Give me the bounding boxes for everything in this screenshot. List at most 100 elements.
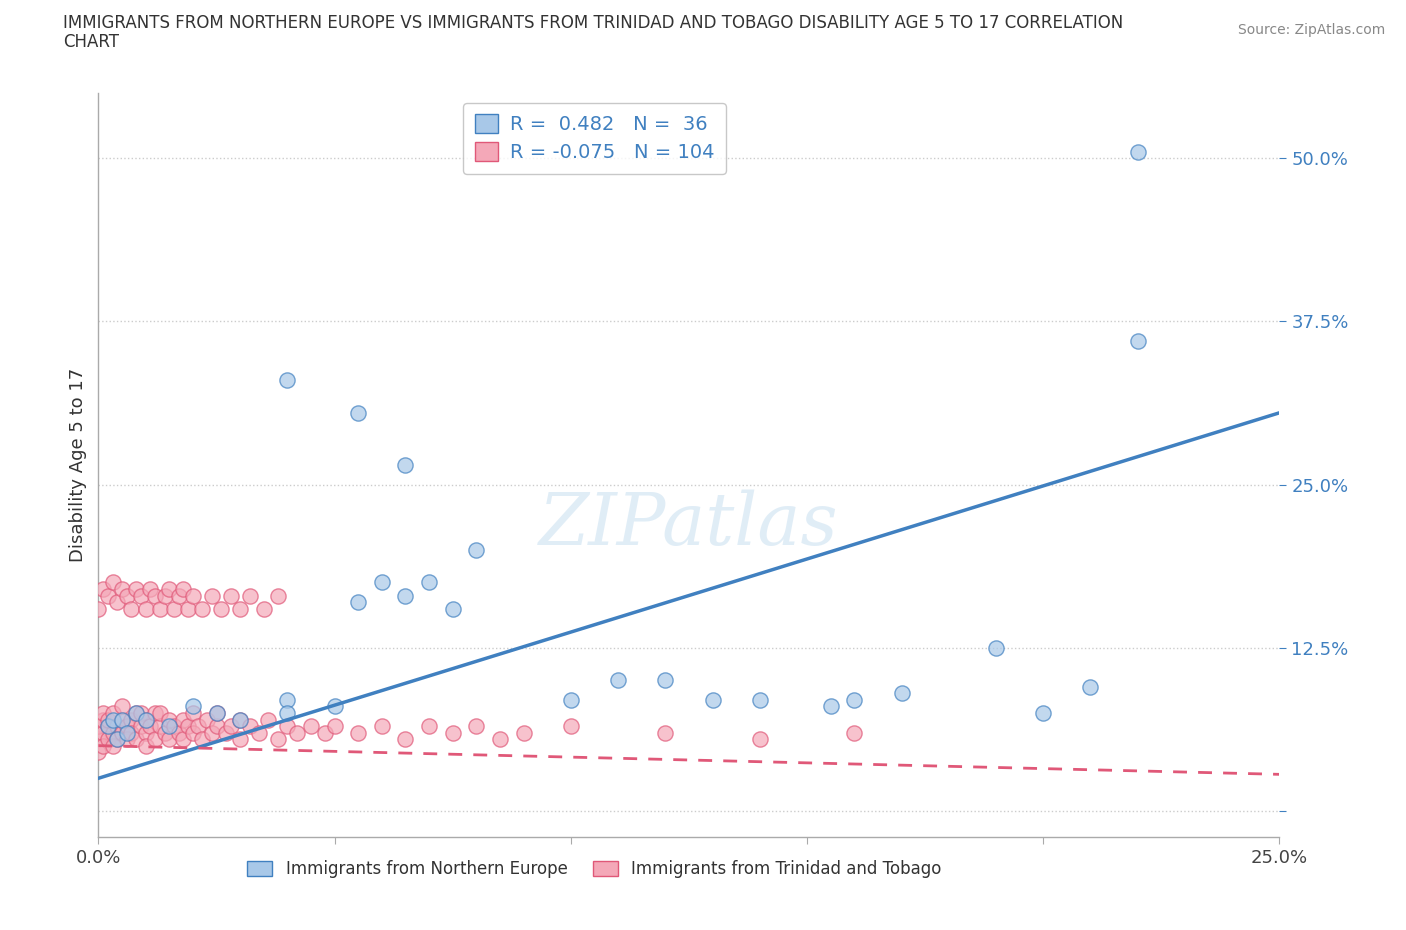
- Legend: Immigrants from Northern Europe, Immigrants from Trinidad and Tobago: Immigrants from Northern Europe, Immigra…: [240, 853, 948, 884]
- Point: [125, 706, 148, 721]
- Point: [91, 725, 114, 740]
- Text: Source: ZipAtlas.com: Source: ZipAtlas.com: [1237, 23, 1385, 37]
- Point: [347, 594, 370, 609]
- Point: [91, 712, 114, 727]
- Point: [87, 745, 110, 760]
- Point: [239, 719, 262, 734]
- Point: [347, 725, 370, 740]
- Point: [187, 719, 209, 734]
- Point: [149, 706, 172, 721]
- Point: [181, 588, 204, 603]
- Point: [129, 706, 152, 721]
- Point: [115, 732, 138, 747]
- Point: [105, 732, 128, 747]
- Point: [153, 588, 176, 603]
- Point: [111, 712, 134, 727]
- Point: [143, 732, 166, 747]
- Point: [1126, 144, 1149, 159]
- Point: [394, 732, 416, 747]
- Point: [229, 601, 252, 616]
- Point: [181, 699, 204, 714]
- Point: [153, 725, 176, 740]
- Point: [149, 601, 172, 616]
- Point: [257, 712, 280, 727]
- Point: [97, 719, 120, 734]
- Text: IMMIGRANTS FROM NORTHERN EUROPE VS IMMIGRANTS FROM TRINIDAD AND TOBAGO DISABILIT: IMMIGRANTS FROM NORTHERN EUROPE VS IMMIG…: [63, 14, 1123, 32]
- Point: [560, 719, 582, 734]
- Point: [748, 693, 770, 708]
- Point: [820, 699, 842, 714]
- Point: [607, 673, 630, 688]
- Point: [172, 581, 194, 596]
- Point: [205, 719, 228, 734]
- Point: [157, 581, 180, 596]
- Point: [125, 581, 148, 596]
- Point: [489, 732, 512, 747]
- Point: [129, 719, 152, 734]
- Point: [267, 588, 290, 603]
- Point: [135, 601, 157, 616]
- Point: [465, 719, 488, 734]
- Point: [101, 706, 124, 721]
- Point: [276, 373, 298, 388]
- Point: [91, 738, 114, 753]
- Point: [702, 693, 724, 708]
- Point: [101, 712, 124, 727]
- Point: [276, 693, 298, 708]
- Point: [111, 725, 134, 740]
- Point: [111, 712, 134, 727]
- Point: [157, 712, 180, 727]
- Point: [1080, 680, 1102, 695]
- Point: [465, 542, 488, 557]
- Point: [143, 588, 166, 603]
- Text: ZIPatlas: ZIPatlas: [538, 489, 839, 560]
- Point: [267, 732, 290, 747]
- Point: [748, 732, 770, 747]
- Point: [177, 601, 200, 616]
- Point: [121, 725, 143, 740]
- Point: [371, 575, 394, 590]
- Point: [101, 725, 124, 740]
- Point: [195, 712, 218, 727]
- Point: [163, 719, 186, 734]
- Point: [157, 719, 180, 734]
- Point: [323, 719, 346, 734]
- Point: [163, 601, 186, 616]
- Point: [101, 575, 124, 590]
- Point: [157, 732, 180, 747]
- Point: [299, 719, 322, 734]
- Point: [177, 719, 200, 734]
- Point: [105, 732, 128, 747]
- Point: [167, 588, 190, 603]
- Point: [654, 725, 676, 740]
- Point: [418, 719, 440, 734]
- Point: [844, 693, 866, 708]
- Point: [172, 732, 194, 747]
- Point: [215, 725, 238, 740]
- Point: [87, 732, 110, 747]
- Point: [135, 725, 157, 740]
- Point: [441, 601, 464, 616]
- Point: [143, 706, 166, 721]
- Point: [125, 706, 148, 721]
- Point: [149, 719, 172, 734]
- Point: [97, 732, 120, 747]
- Point: [890, 686, 912, 701]
- Text: CHART: CHART: [63, 33, 120, 50]
- Point: [115, 588, 138, 603]
- Point: [394, 458, 416, 472]
- Point: [285, 725, 308, 740]
- Point: [97, 588, 120, 603]
- Point: [844, 725, 866, 740]
- Point: [135, 712, 157, 727]
- Point: [418, 575, 440, 590]
- Point: [191, 601, 214, 616]
- Point: [87, 719, 110, 734]
- Point: [239, 588, 262, 603]
- Point: [101, 738, 124, 753]
- Point: [97, 719, 120, 734]
- Point: [205, 706, 228, 721]
- Point: [139, 581, 162, 596]
- Point: [135, 738, 157, 753]
- Point: [105, 719, 128, 734]
